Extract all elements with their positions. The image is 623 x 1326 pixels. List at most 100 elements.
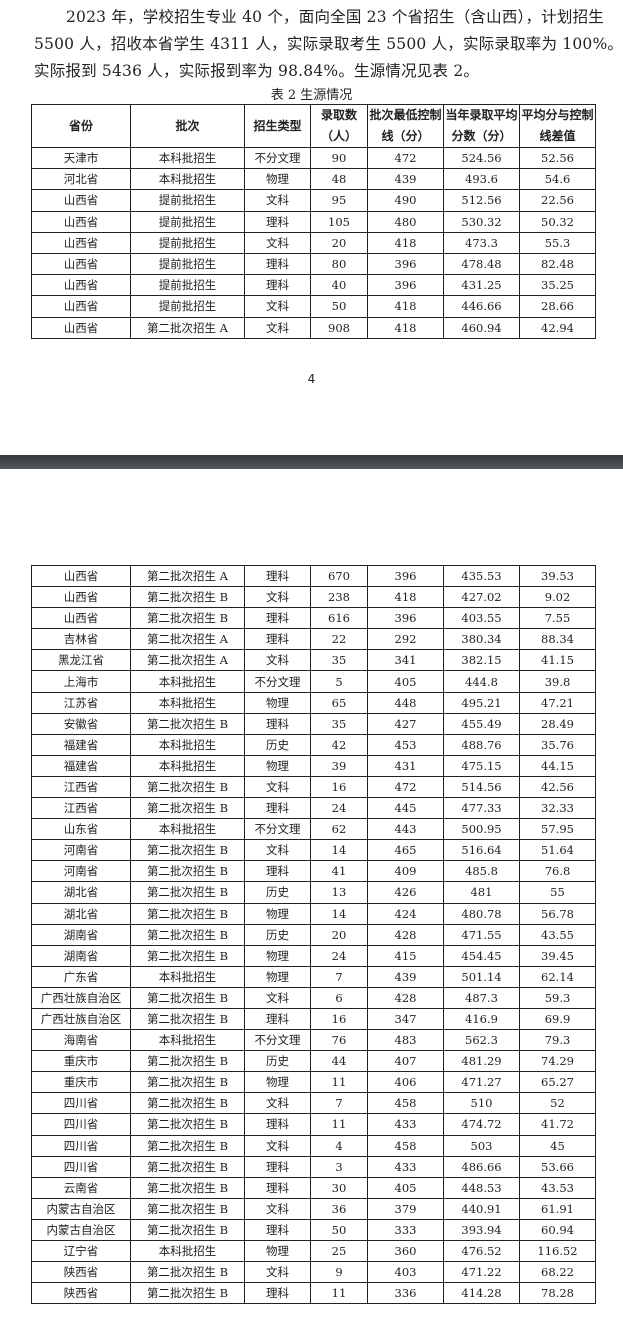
cell-difference: 55 (519, 881, 596, 904)
cell-control-line: 405 (367, 670, 444, 693)
cell-type: 不分文理 (244, 146, 311, 170)
cell-province: 山西省 (31, 210, 131, 233)
cell-difference: 35.25 (519, 274, 596, 297)
table-row: 山西省 提前批招生 理科 105 480 530.32 50.32 (31, 210, 596, 233)
cell-difference: 69.9 (519, 1007, 596, 1031)
cell-control-line: 427 (367, 712, 444, 735)
cell-admitted: 44 (310, 1050, 368, 1073)
cell-difference: 57.95 (519, 818, 596, 841)
cell-control-line: 341 (367, 649, 444, 672)
cell-batch: 提前批招生 (130, 252, 245, 276)
cell-difference: 116.52 (519, 1239, 596, 1263)
cell-difference: 41.72 (519, 1113, 596, 1136)
header-province: 省份 (31, 104, 131, 148)
table-row: 黑龙江省 第二批次招生 A 文科 35 341 382.15 41.15 (31, 649, 596, 672)
cell-control-line: 458 (367, 1134, 444, 1157)
cell-batch: 第二批次招生 B (130, 1113, 245, 1136)
cell-control-line: 483 (367, 1029, 444, 1052)
cell-difference: 45 (519, 1134, 596, 1157)
cell-control-line: 406 (367, 1071, 444, 1094)
cell-average: 562.3 (443, 1029, 520, 1052)
cell-difference: 32.33 (519, 797, 596, 820)
cell-type: 理科 (244, 797, 311, 820)
cell-difference: 39.8 (519, 670, 596, 693)
cell-type: 理科 (244, 210, 311, 233)
cell-control-line: 333 (367, 1218, 444, 1242)
table-row: 江西省 第二批次招生 B 理科 24 445 477.33 32.33 (31, 797, 596, 820)
cell-province: 重庆市 (31, 1050, 131, 1073)
cell-average: 503 (443, 1134, 520, 1157)
cell-difference: 54.6 (519, 168, 596, 191)
cell-province: 山西省 (31, 316, 131, 339)
cell-difference: 35.76 (519, 733, 596, 756)
cell-average: 481 (443, 881, 520, 904)
cell-difference: 52.56 (519, 146, 596, 170)
cell-type: 文科 (244, 586, 311, 609)
cell-type: 物理 (244, 1071, 311, 1094)
cell-admitted: 13 (310, 881, 368, 904)
cell-average: 500.95 (443, 818, 520, 841)
cell-batch: 第二批次招生 B (130, 712, 245, 735)
cell-average: 380.34 (443, 628, 520, 651)
cell-control-line: 292 (367, 628, 444, 651)
cell-province: 四川省 (31, 1113, 131, 1136)
cell-average: 485.8 (443, 860, 520, 883)
cell-admitted: 20 (310, 231, 368, 254)
cell-province: 海南省 (31, 1029, 131, 1052)
cell-average: 488.76 (443, 733, 520, 756)
cell-difference: 42.56 (519, 775, 596, 799)
cell-difference: 82.48 (519, 252, 596, 276)
cell-type: 理科 (244, 1155, 311, 1178)
cell-province: 四川省 (31, 1155, 131, 1178)
cell-type: 理科 (244, 1282, 311, 1305)
cell-difference: 51.64 (519, 839, 596, 862)
paragraph-line: 实际报到 5436 人，实际报到率为 98.84%。生源情况见表 2。 (34, 62, 480, 80)
cell-batch: 第二批次招生 B (130, 1071, 245, 1094)
header-batch: 批次 (130, 104, 245, 148)
cell-batch: 第二批次招生 B (130, 1176, 245, 1199)
cell-average: 480.78 (443, 902, 520, 925)
table-row: 四川省 第二批次招生 B 文科 4 458 503 45 (31, 1134, 596, 1157)
cell-admitted: 616 (310, 607, 368, 630)
table-row: 山东省 本科批招生 不分文理 62 443 500.95 57.95 (31, 818, 596, 841)
cell-type: 不分文理 (244, 670, 311, 693)
cell-difference: 28.66 (519, 295, 596, 318)
cell-average: 473.3 (443, 231, 520, 254)
cell-type: 文科 (244, 1092, 311, 1115)
cell-difference: 42.94 (519, 316, 596, 339)
cell-average: 476.52 (443, 1239, 520, 1263)
cell-average: 516.64 (443, 839, 520, 862)
cell-province: 广西壮族自治区 (31, 1007, 131, 1031)
cell-type: 物理 (244, 754, 311, 777)
cell-type: 理科 (244, 1218, 311, 1242)
cell-batch: 第二批次招生 A (130, 649, 245, 672)
cell-province: 陕西省 (31, 1261, 131, 1284)
cell-difference: 9.02 (519, 586, 596, 609)
cell-average: 446.66 (443, 295, 520, 318)
cell-batch: 第二批次招生 B (130, 1197, 245, 1220)
cell-type: 文科 (244, 189, 311, 212)
cell-batch: 第二批次招生 B (130, 775, 245, 799)
cell-average: 448.53 (443, 1176, 520, 1199)
table-row: 山西省 第二批次招生 B 理科 616 396 403.55 7.55 (31, 607, 596, 630)
cell-control-line: 431 (367, 754, 444, 777)
cell-batch: 提前批招生 (130, 210, 245, 233)
cell-control-line: 336 (367, 1282, 444, 1305)
cell-batch: 本科批招生 (130, 146, 245, 170)
table-row: 江西省 第二批次招生 B 文科 16 472 514.56 42.56 (31, 775, 596, 799)
cell-difference: 62.14 (519, 965, 596, 988)
cell-type: 理科 (244, 860, 311, 883)
cell-average: 475.15 (443, 754, 520, 777)
cell-control-line: 453 (367, 733, 444, 756)
cell-type: 不分文理 (244, 1029, 311, 1052)
cell-difference: 78.28 (519, 1282, 596, 1305)
cell-type: 理科 (244, 1113, 311, 1136)
table-row: 福建省 本科批招生 历史 42 453 488.76 35.76 (31, 733, 596, 756)
table-row: 四川省 第二批次招生 B 理科 3 433 486.66 53.66 (31, 1155, 596, 1178)
cell-admitted: 35 (310, 712, 368, 735)
cell-average: 403.55 (443, 607, 520, 630)
cell-batch: 第二批次招生 B (130, 881, 245, 904)
cell-batch: 第二批次招生 B (130, 1218, 245, 1242)
cell-admitted: 9 (310, 1261, 368, 1284)
cell-average: 471.22 (443, 1261, 520, 1284)
